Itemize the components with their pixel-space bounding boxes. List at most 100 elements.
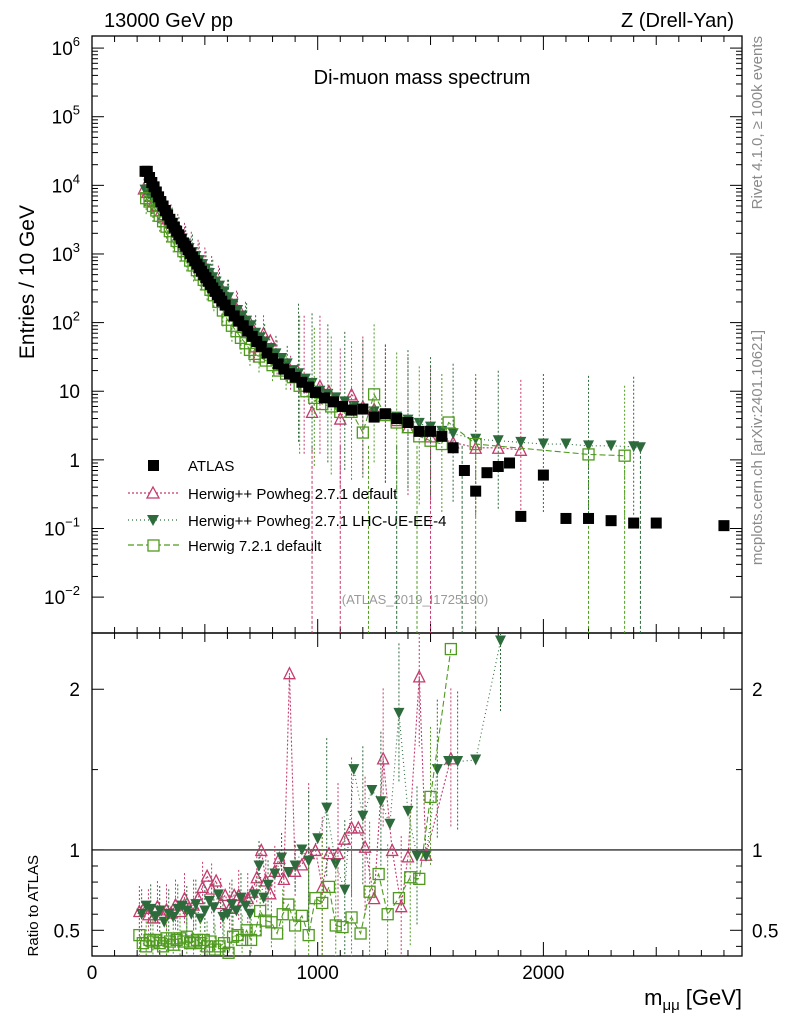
ratio-point-herwigpp-lhc-ue xyxy=(230,905,242,917)
ratio-point-herwig7 xyxy=(146,935,160,948)
legend-label-herwigpp-default: Herwig++ Powheg 2.7.1 default xyxy=(188,486,398,503)
main-point-herwigpp-lhc-ue xyxy=(583,440,595,452)
ratio-point-herwigpp-default xyxy=(394,899,408,913)
main-plot-title: Di-muon mass spectrum xyxy=(314,67,531,89)
ratio-point-herwig7 xyxy=(160,932,173,945)
ratio-point-herwig7 xyxy=(363,885,376,898)
x-tick-label: 2000 xyxy=(522,963,564,984)
ratio-point-herwig7 xyxy=(150,933,163,947)
ratio-point-herwig7 xyxy=(163,935,177,948)
ratio-point-herwig7 xyxy=(222,946,235,959)
main-point-herwigpp-lhc-ue xyxy=(537,438,549,450)
main-point-atlas xyxy=(436,430,448,442)
main-y-axis-label: Entries / 10 GeV xyxy=(16,205,39,359)
ratio-point-herwigpp-lhc-ue xyxy=(357,810,369,822)
y-tick-label: 104 xyxy=(52,171,80,197)
main-point-atlas xyxy=(296,376,308,388)
rivet-version-label: Rivet 4.1.0, ≥ 100k events xyxy=(749,36,766,209)
main-point-atlas xyxy=(537,469,549,481)
main-point-atlas xyxy=(337,400,349,412)
main-point-herwigpp-lhc-ue xyxy=(218,286,230,298)
ratio-point-herwigpp-lhc-ue xyxy=(375,796,387,808)
ratio-point-herwig7 xyxy=(167,938,180,951)
x-axis-label-main: m xyxy=(644,985,662,1010)
ratio-point-herwig7 xyxy=(404,871,417,884)
main-point-herwigpp-default xyxy=(514,442,528,456)
main-point-atlas xyxy=(492,461,504,473)
ratio-point-herwig7 xyxy=(226,930,240,943)
main-point-atlas xyxy=(718,520,730,532)
main-point-atlas xyxy=(289,371,301,383)
y-tick-label: 10 xyxy=(59,382,80,403)
ratio-point-herwigpp-lhc-ue xyxy=(321,802,333,814)
ratio-point-herwigpp-lhc-ue xyxy=(443,756,455,768)
ratio-point-herwigpp-default xyxy=(376,751,390,765)
ratio-point-herwigpp-lhc-ue xyxy=(276,852,288,864)
ratio-point-herwigpp-default xyxy=(367,891,381,905)
ratio-point-herwigpp-default xyxy=(385,842,399,857)
ratio-point-herwig7 xyxy=(217,936,231,950)
ratio-point-herwigpp-default xyxy=(331,846,345,860)
ratio-point-herwigpp-lhc-ue xyxy=(249,889,260,901)
legend-marker-atlas xyxy=(148,460,159,471)
y-tick-label-base: 1 xyxy=(69,451,80,472)
main-point-atlas xyxy=(309,386,321,398)
y-tick-label: 10−1 xyxy=(44,514,80,540)
main-point-herwig7 xyxy=(442,416,455,429)
ratio-point-herwigpp-default xyxy=(295,857,309,871)
ratio-point-herwig7 xyxy=(295,909,309,922)
ratio-point-herwig7 xyxy=(194,936,207,950)
ratio-point-herwig7 xyxy=(309,891,322,905)
x-axis-label-subscript: μμ xyxy=(662,997,679,1014)
main-point-atlas xyxy=(391,413,403,425)
y-tick-label-exponent: −2 xyxy=(65,583,80,598)
ratio-point-herwig7 xyxy=(180,930,193,943)
main-point-atlas xyxy=(481,467,493,479)
ratio-point-herwigpp-lhc-ue xyxy=(208,902,220,914)
ratio-point-herwigpp-lhc-ue xyxy=(154,905,166,917)
ratio-point-herwigpp-lhc-ue xyxy=(190,899,202,911)
y-tick-label-exponent: 4 xyxy=(73,171,80,186)
ratio-point-herwigpp-lhc-ue xyxy=(289,860,301,872)
ratio-point-herwigpp-lhc-ue xyxy=(303,855,315,867)
ratio-point-herwigpp-lhc-ue xyxy=(402,805,414,817)
ratio-point-herwig7 xyxy=(187,935,200,948)
ratio-point-herwig7 xyxy=(316,896,329,910)
main-point-herwigpp-lhc-ue xyxy=(447,428,459,440)
legend: ATLAS Herwig++ Powheg 2.7.1 default Herw… xyxy=(128,458,446,555)
ratio-point-herwig7 xyxy=(197,933,210,947)
ratio-point-herwig7 xyxy=(140,940,153,953)
ratio-point-herwigpp-lhc-ue xyxy=(158,916,170,928)
ratio-point-herwigpp-lhc-ue xyxy=(145,903,157,915)
ratio-point-herwigpp-default xyxy=(315,879,329,894)
ratio-point-herwigpp-default xyxy=(288,863,302,877)
ratio-point-herwigpp-lhc-ue xyxy=(181,905,193,917)
ratio-point-herwigpp-default xyxy=(209,873,223,887)
ratio-point-herwig7 xyxy=(392,891,406,905)
ratio-point-herwigpp-default xyxy=(322,846,336,860)
ratio-point-herwig7 xyxy=(213,940,226,953)
header-right-label: Z (Drell-Yan) xyxy=(621,10,734,32)
ratio-point-herwigpp-lhc-ue xyxy=(269,868,281,880)
ratio-point-herwigpp-lhc-ue xyxy=(470,754,482,766)
ratio-point-herwigpp-lhc-ue xyxy=(258,892,270,904)
y-tick-label-exponent: 5 xyxy=(73,103,80,118)
main-point-atlas xyxy=(425,425,437,437)
y-tick-label: 1 xyxy=(69,451,80,472)
main-point-atlas xyxy=(255,340,267,352)
ratio-point-herwigpp-default xyxy=(351,820,365,834)
legend-entry-atlas: ATLAS xyxy=(148,458,234,475)
main-point-atlas xyxy=(583,512,595,524)
ratio-point-herwigpp-lhc-ue xyxy=(149,911,161,923)
ratio-point-herwig7 xyxy=(424,790,437,804)
ratio-point-herwig7 xyxy=(153,936,166,950)
main-point-atlas xyxy=(605,515,617,527)
ratio-y-tick-label: 0.5 xyxy=(54,921,80,942)
main-point-atlas xyxy=(402,417,414,429)
ratio-point-herwigpp-lhc-ue xyxy=(140,900,152,912)
ratio-y-axis-label: Ratio to ATLAS xyxy=(25,855,42,956)
ratio-point-herwigpp-lhc-ue xyxy=(348,764,360,776)
main-point-herwig7 xyxy=(618,449,631,462)
